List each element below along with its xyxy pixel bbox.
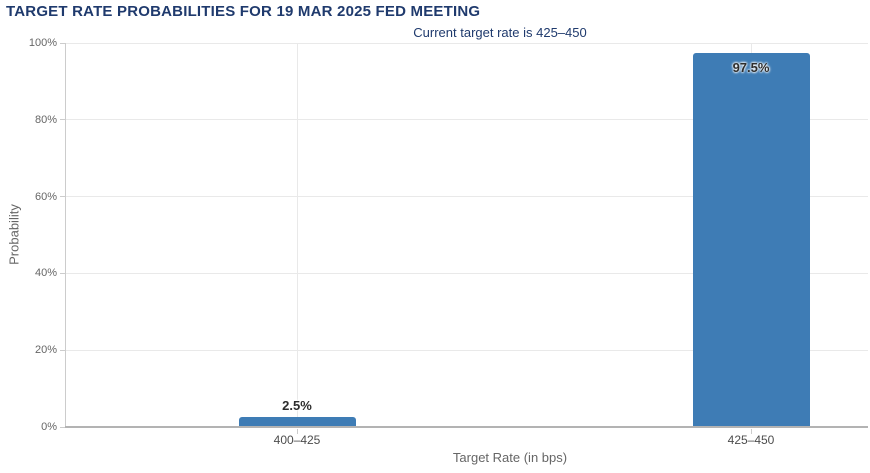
bar-value-label: 2.5% — [282, 398, 312, 414]
x-tick-label: 425–450 — [727, 433, 775, 447]
plot-area: 0% 20% 40% 60% 80% 100% 400–425 2.5% 425–450 97.5… — [29, 37, 868, 447]
x-tick-label: 400–425 — [273, 433, 321, 447]
x-axis-line — [65, 426, 868, 428]
y-axis-tick — [60, 272, 65, 274]
y-axis-line — [65, 43, 66, 427]
y-gridline — [65, 196, 868, 198]
y-axis-tick — [60, 426, 65, 428]
y-gridline — [65, 42, 868, 44]
y-tick-label: 60% — [34, 190, 57, 203]
bar[interactable] — [692, 52, 810, 427]
x-axis-tick — [296, 429, 298, 434]
bar-value-label: 97.5% — [732, 59, 770, 75]
y-gridline — [65, 272, 868, 274]
y-axis-tick — [60, 42, 65, 44]
chart-title: TARGET RATE PROBABILITIES FOR 19 MAR 202… — [6, 3, 481, 20]
y-gridline — [65, 119, 868, 121]
x-axis-tick — [750, 429, 752, 434]
y-axis-tick — [60, 119, 65, 121]
y-tick-label: 40% — [34, 267, 57, 280]
y-axis-tick — [60, 196, 65, 198]
x-gridline — [296, 43, 298, 427]
chart-subtitle: Current target rate is 425–450 — [413, 25, 587, 40]
x-axis-title: Target Rate (in bps) — [452, 450, 568, 465]
y-gridline — [65, 349, 868, 351]
y-tick-label: 20% — [34, 344, 57, 357]
y-tick-label: 0% — [41, 421, 57, 433]
y-tick-label: 100% — [28, 37, 57, 49]
y-axis-tick — [60, 349, 65, 351]
y-tick-label: 80% — [34, 113, 57, 126]
y-axis-title: Probability — [6, 204, 22, 265]
bar[interactable] — [238, 417, 356, 427]
